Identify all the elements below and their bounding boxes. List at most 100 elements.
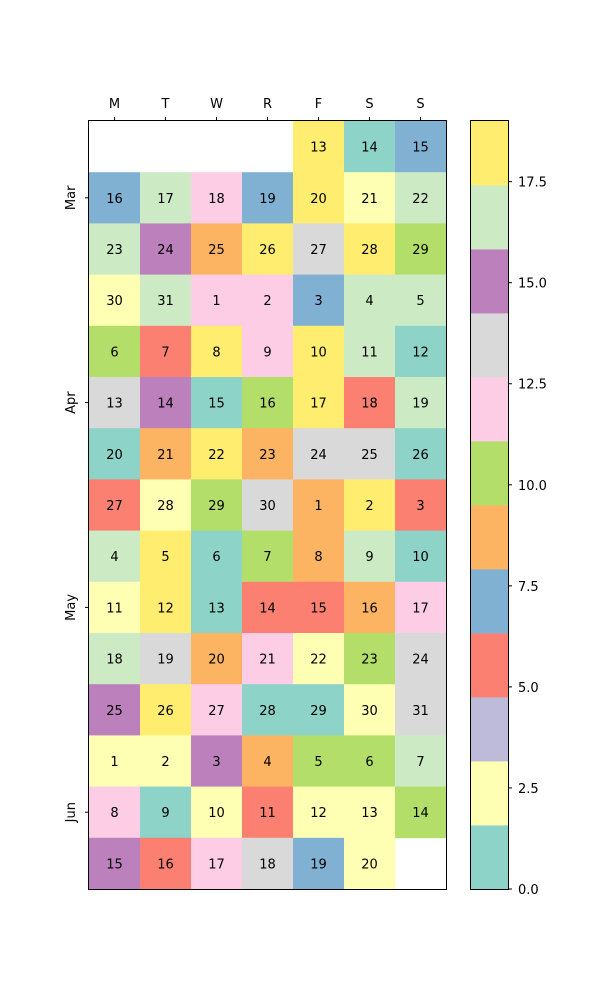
cell-day-label: 19 bbox=[259, 192, 276, 207]
cell-day-label: 25 bbox=[361, 448, 378, 463]
heatmap-cell bbox=[191, 530, 243, 583]
cell-day-label: 20 bbox=[106, 448, 123, 463]
cell-day-label: 2 bbox=[161, 755, 169, 770]
heatmap-cell bbox=[293, 581, 345, 634]
heatmap-cell bbox=[140, 479, 192, 531]
cell-day-label: 25 bbox=[106, 704, 123, 719]
cell-day-label: 24 bbox=[157, 243, 174, 258]
heatmap-cell bbox=[344, 479, 396, 531]
heatmap-cell bbox=[191, 684, 243, 736]
heatmap-cell bbox=[191, 479, 243, 531]
colorbar-tick-label: 7.5 bbox=[518, 580, 539, 595]
colorbar-segment bbox=[471, 313, 508, 378]
cell-day-label: 26 bbox=[259, 243, 276, 258]
weekday-label: T bbox=[161, 97, 170, 112]
colorbar-segment bbox=[471, 697, 508, 762]
heatmap-cell bbox=[242, 428, 294, 480]
heatmap-cell bbox=[293, 633, 345, 685]
heatmap-cell bbox=[89, 837, 141, 890]
cell-day-label: 16 bbox=[157, 857, 174, 872]
heatmap-cell bbox=[191, 735, 243, 787]
cell-day-label: 24 bbox=[310, 448, 327, 463]
heatmap-cell bbox=[395, 684, 447, 736]
heatmap-cell bbox=[191, 581, 243, 634]
colorbar-tick-label: 10.0 bbox=[518, 479, 547, 494]
heatmap-cell bbox=[242, 172, 294, 224]
heatmap-cell bbox=[344, 172, 396, 224]
cell-day-label: 20 bbox=[310, 192, 327, 207]
heatmap-cell bbox=[344, 581, 396, 634]
month-label: Jun bbox=[64, 802, 79, 823]
cell-day-label: 29 bbox=[208, 499, 225, 514]
cell-day-label: 17 bbox=[157, 192, 174, 207]
heatmap-cell bbox=[242, 581, 294, 634]
heatmap-cell bbox=[140, 325, 192, 378]
cell-day-label: 8 bbox=[314, 550, 322, 565]
cell-day-label: 13 bbox=[310, 141, 327, 156]
heatmap-cell bbox=[293, 837, 345, 890]
colorbar-tick-label: 2.5 bbox=[518, 782, 539, 797]
colorbar-segment bbox=[471, 825, 508, 890]
heatmap-cell bbox=[89, 479, 141, 531]
month-label: Mar bbox=[64, 185, 79, 210]
heatmap-cell bbox=[140, 837, 192, 890]
cell-day-label: 4 bbox=[365, 294, 373, 309]
cell-day-label: 14 bbox=[157, 397, 174, 412]
heatmap-cell bbox=[344, 428, 396, 480]
cell-day-label: 13 bbox=[106, 397, 123, 412]
heatmap-cell bbox=[89, 786, 141, 839]
heatmap-cell bbox=[395, 633, 447, 685]
cell-day-label: 11 bbox=[106, 601, 123, 616]
cell-day-label: 28 bbox=[361, 243, 378, 258]
heatmap-cell bbox=[344, 121, 396, 173]
cell-day-label: 27 bbox=[106, 499, 123, 514]
cell-day-label: 6 bbox=[365, 755, 373, 770]
cell-day-label: 12 bbox=[310, 806, 327, 821]
cell-day-label: 16 bbox=[259, 397, 276, 412]
colorbar-tick-label: 12.5 bbox=[518, 378, 547, 393]
cell-day-label: 21 bbox=[361, 192, 378, 207]
cell-day-label: 5 bbox=[161, 550, 169, 565]
heatmap-cell bbox=[344, 633, 396, 685]
heatmap-cell bbox=[242, 223, 294, 275]
cell-day-label: 1 bbox=[212, 294, 220, 309]
cell-day-label: 1 bbox=[110, 755, 118, 770]
cell-day-label: 15 bbox=[208, 397, 225, 412]
heatmap-cell bbox=[89, 581, 141, 634]
heatmap-cell bbox=[140, 172, 192, 224]
cell-day-label: 14 bbox=[259, 601, 276, 616]
cell-day-label: 13 bbox=[208, 601, 225, 616]
heatmap-cell bbox=[293, 172, 345, 224]
heatmap-cell bbox=[89, 325, 141, 378]
cell-day-label: 7 bbox=[263, 550, 271, 565]
heatmap-cell bbox=[395, 121, 447, 173]
heatmap-cell bbox=[89, 274, 141, 327]
heatmap-cells bbox=[89, 121, 447, 890]
cell-day-label: 14 bbox=[412, 806, 429, 821]
cell-day-label: 27 bbox=[310, 243, 327, 258]
heatmap-cell bbox=[293, 684, 345, 736]
month-label: Apr bbox=[64, 391, 79, 414]
cell-day-label: 9 bbox=[161, 806, 169, 821]
cell-day-label: 18 bbox=[208, 192, 225, 207]
heatmap-cell bbox=[191, 223, 243, 275]
heatmap-cell bbox=[395, 223, 447, 275]
heatmap-cell bbox=[395, 479, 447, 531]
cell-day-label: 22 bbox=[412, 192, 429, 207]
cell-day-label: 17 bbox=[310, 397, 327, 412]
heatmap-cell bbox=[191, 786, 243, 839]
heatmap-cell bbox=[293, 479, 345, 531]
cell-day-label: 11 bbox=[259, 806, 276, 821]
heatmap-cell bbox=[140, 223, 192, 275]
heatmap-cell bbox=[344, 735, 396, 787]
heatmap-cell bbox=[140, 274, 192, 327]
heatmap-cell bbox=[395, 530, 447, 583]
cell-day-label: 23 bbox=[259, 448, 276, 463]
heatmap-cell bbox=[140, 735, 192, 787]
cell-day-label: 8 bbox=[212, 345, 220, 360]
heatmap-cell bbox=[89, 633, 141, 685]
colorbar-segment bbox=[471, 377, 508, 442]
cell-day-label: 21 bbox=[259, 653, 276, 668]
heatmap-cell bbox=[344, 530, 396, 583]
weekday-label: S bbox=[416, 97, 424, 112]
